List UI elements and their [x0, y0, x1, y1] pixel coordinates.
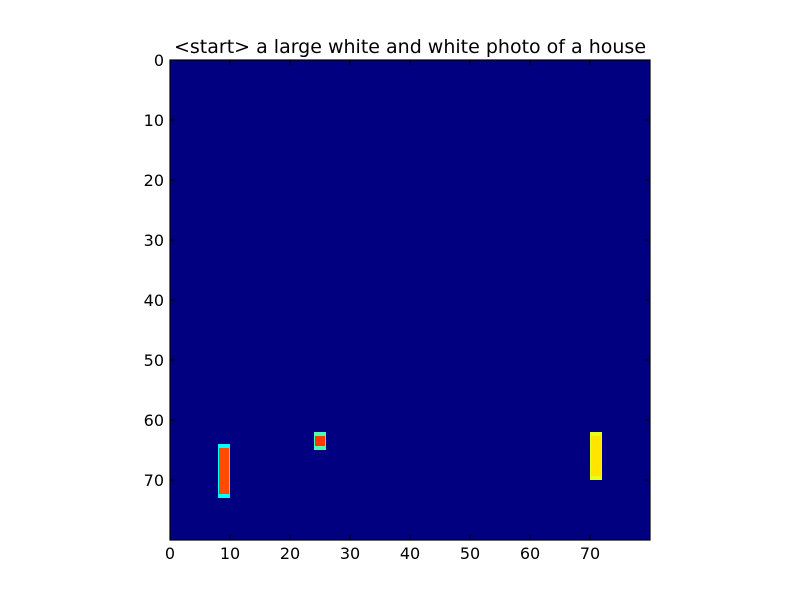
x-tick-label: 70 [580, 544, 600, 563]
chart-title: <start> a large white and white photo of… [174, 36, 646, 58]
plot-frame [169, 59, 651, 541]
y-tick-label: 40 [144, 291, 164, 310]
y-tick-label: 0 [154, 51, 164, 70]
heatmap-hotspot-1 [218, 444, 230, 498]
x-tick-label: 60 [520, 544, 540, 563]
heatmap-background [170, 60, 650, 540]
hotspot-core [591, 436, 601, 476]
heatmap-hotspot-2 [314, 432, 326, 450]
heatmap-hotspot-3 [590, 432, 602, 480]
hotspot-core [219, 448, 229, 494]
x-tick-label: 30 [340, 544, 360, 563]
x-tick-label: 10 [220, 544, 240, 563]
y-axis: 0 10 20 30 40 50 60 70 [144, 51, 650, 490]
x-tick-label: 40 [400, 544, 420, 563]
plot-area [170, 60, 650, 540]
x-tick-label: 0 [165, 544, 175, 563]
y-tick-label: 70 [144, 471, 164, 490]
hotspot-core [315, 436, 325, 446]
y-tick-label: 60 [144, 411, 164, 430]
y-tick-label: 20 [144, 171, 164, 190]
x-axis: 0 10 20 30 40 50 60 70 [165, 60, 600, 563]
y-tick-label: 30 [144, 231, 164, 250]
y-tick-label: 50 [144, 351, 164, 370]
x-tick-label: 20 [280, 544, 300, 563]
y-tick-label: 10 [144, 111, 164, 130]
hotspots-layer [218, 432, 602, 498]
x-tick-label: 50 [460, 544, 480, 563]
